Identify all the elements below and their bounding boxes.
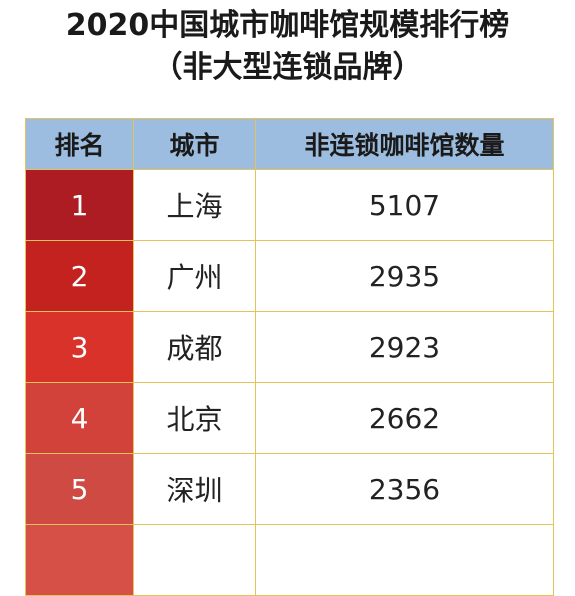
- table-row: 5 深圳 2356: [25, 453, 554, 525]
- city-cell: 成都: [133, 311, 256, 383]
- count-cell: [255, 524, 554, 596]
- rank-cell: 3: [25, 311, 134, 383]
- count-cell: 2356: [255, 453, 554, 525]
- ranking-table: 排名 城市 非连锁咖啡馆数量 1 上海 5107 2 广州 2935 3 成都 …: [25, 118, 554, 596]
- page-subtitle: （非大型连锁品牌）: [152, 50, 423, 85]
- count-cell: 5107: [255, 169, 554, 241]
- table-row: 1 上海 5107: [25, 169, 554, 241]
- page-title: 2020中国城市咖啡馆规模排行榜: [65, 8, 510, 43]
- header-rank: 排名: [25, 118, 134, 170]
- rank-cell: 5: [25, 453, 134, 525]
- city-cell: [133, 524, 256, 596]
- rank-cell: [25, 524, 134, 596]
- rank-cell: 1: [25, 169, 134, 241]
- city-cell: 北京: [133, 382, 256, 454]
- table-row-partial: [25, 524, 554, 596]
- table-row: 4 北京 2662: [25, 382, 554, 454]
- table-row: 3 成都 2923: [25, 311, 554, 383]
- rank-cell: 4: [25, 382, 134, 454]
- header-city: 城市: [133, 118, 256, 170]
- count-cell: 2662: [255, 382, 554, 454]
- city-cell: 上海: [133, 169, 256, 241]
- table-row: 2 广州 2935: [25, 240, 554, 312]
- table-header-row: 排名 城市 非连锁咖啡馆数量: [25, 118, 554, 170]
- city-cell: 广州: [133, 240, 256, 312]
- count-cell: 2935: [255, 240, 554, 312]
- count-cell: 2923: [255, 311, 554, 383]
- city-cell: 深圳: [133, 453, 256, 525]
- header-count: 非连锁咖啡馆数量: [255, 118, 554, 170]
- rank-cell: 2: [25, 240, 134, 312]
